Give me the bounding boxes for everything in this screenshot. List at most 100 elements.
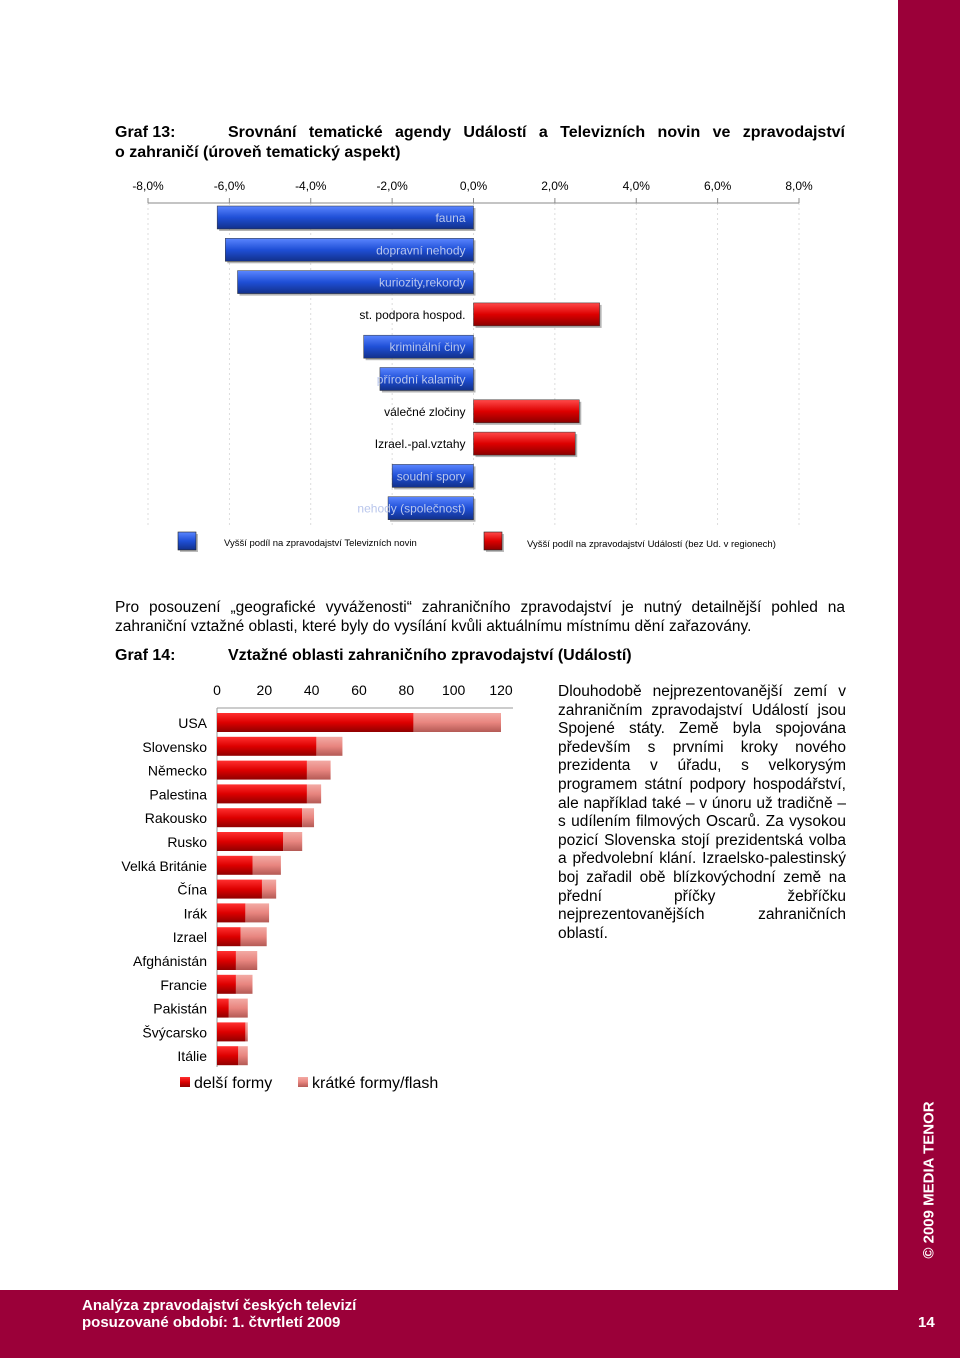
chart2-bar-segment <box>316 736 343 756</box>
chart2-bar-segment <box>217 736 317 756</box>
chart2-category-label: Čína <box>177 882 207 898</box>
chart2-category-label: Itálie <box>177 1048 207 1064</box>
chart2-tick-label: 100 <box>442 682 466 698</box>
chart2-bar-segment <box>240 927 267 947</box>
chart1-bar <box>473 399 580 424</box>
chart2-bar-segment <box>217 903 246 923</box>
chart2-category-label: Slovensko <box>142 739 207 755</box>
chart2-bar-segment <box>245 1022 248 1042</box>
chart2-bar-segment <box>306 760 331 780</box>
chart1-bar <box>225 238 474 262</box>
graf13-title-line2: o zahraničí (úroveň tematický aspekt) <box>115 144 401 161</box>
chart2-category-label: Rakousko <box>145 810 207 826</box>
chart1-category-label: dopravní nehody <box>376 243 465 257</box>
chart2-category-label: Velká Británie <box>121 858 207 874</box>
chart1-bar <box>473 302 600 327</box>
chart2-legend-swatch-short <box>298 1077 308 1087</box>
chart1-category-label: fauna <box>435 211 465 225</box>
chart2-tick-label: 60 <box>351 682 367 698</box>
page-number: 14 <box>918 1314 935 1331</box>
chart2-tick-label: 0 <box>213 682 221 698</box>
brand-sidebar <box>898 0 960 1290</box>
chart1-legend-swatch-blue <box>177 531 197 551</box>
chart1-bar <box>216 205 474 230</box>
graf14-label: Graf 14: <box>115 647 176 664</box>
chart2-bar-segment <box>228 998 248 1018</box>
chart2-legend-label-short: krátké formy/flash <box>312 1075 438 1092</box>
chart2-tick-label: 40 <box>304 682 320 698</box>
chart2-category-label: Palestina <box>149 786 207 802</box>
chart1-legend-label-tv: Vyšší podíl na zpravodajství Televizních… <box>224 538 417 549</box>
chart2-tick-label: 80 <box>399 682 415 698</box>
footer: Analýza zpravodajství českých televizí p… <box>0 1290 960 1358</box>
chart2-bar-segment <box>306 784 322 804</box>
chart1-category-label: nehody (společnost) <box>357 502 465 516</box>
chart2-bar-segment <box>217 974 236 994</box>
chart2-category-label: Švýcarsko <box>142 1024 207 1040</box>
chart2-category-label: Izrael <box>173 929 207 945</box>
chart1-bar <box>379 367 474 391</box>
graf14-title: Vztažné oblasti zahraničního zpravodajst… <box>228 647 632 664</box>
side-paragraph: Dlouhodobě nejprezentovanější zemí v zah… <box>558 683 846 942</box>
chart1-category-label: st. podpora hospod. <box>359 308 465 322</box>
chart2-bar-segment <box>217 879 262 899</box>
chart1-bar <box>363 334 474 359</box>
chart1-bar <box>387 496 474 520</box>
chart2-bar-segment <box>217 1022 246 1042</box>
chart2-bar-segment <box>217 808 303 828</box>
chart2-bar-segment <box>245 903 270 923</box>
chart1-category-label: kuriozity,rekordy <box>379 276 465 290</box>
chart1-tick-label: -6,0% <box>214 179 246 193</box>
chart2-legend-label-long: delší formy <box>194 1075 272 1092</box>
chart2-bar-segment <box>217 832 284 851</box>
chart2-category-label: USA <box>178 715 207 731</box>
chart1-tick-label: -2,0% <box>376 179 408 193</box>
chart2-legend-swatch-long <box>180 1077 190 1087</box>
chart1-bar <box>473 431 576 456</box>
chart2-tick-label: 20 <box>257 682 273 698</box>
chart2-bar-segment <box>217 951 236 970</box>
chart2-bar-segment <box>217 927 241 947</box>
chart1-tick-label: 6,0% <box>704 179 732 193</box>
chart1-legend-label-udalosti: Vyšší podíl na zpravodajství Událostí (b… <box>527 539 776 550</box>
chart1-legend-swatch-red <box>483 531 503 551</box>
chart1-category-label: válečné zločiny <box>384 405 465 419</box>
chart1-category-label: přírodní kalamity <box>377 373 466 387</box>
chart2-category-label: Pakistán <box>153 1001 207 1017</box>
chart1-tick-label: -8,0% <box>132 179 164 193</box>
chart-graf13: -8,0% -6,0% -4,0% -2,0% 0,0% 2,0% 4,0% 6,0% 8,0%… <box>132 179 813 552</box>
chart2-category-label: Německo <box>148 763 207 779</box>
chart1-bar <box>391 464 474 488</box>
chart1-tick-label: 0,0% <box>460 179 488 193</box>
footer-title: Analýza zpravodajství českých televizí <box>82 1297 357 1314</box>
copyright-vertical: © 2009 MEDIA TENOR <box>920 1101 938 1259</box>
chart2-bar-segment <box>413 713 501 732</box>
chart1-category-label: Izrael.-pal.vztahy <box>375 437 466 451</box>
chart2-bar-segment <box>302 808 315 828</box>
chart1-bar <box>237 270 474 294</box>
chart2-bar-segment <box>235 974 253 994</box>
chart1-tick-label: 4,0% <box>623 179 651 193</box>
graf13-label: Graf 13: <box>115 124 176 141</box>
chart2-bar-segment <box>217 855 253 875</box>
chart-graf14: 0 20 40 60 80 100 120 USA Slovensko Německo Palest… <box>121 682 513 1092</box>
chart1-tick-label: 2,0% <box>541 179 569 193</box>
chart2-bar-segment <box>217 760 307 780</box>
chart1-tick-label: 8,0% <box>785 179 813 193</box>
chart2-bar-segment <box>217 998 229 1018</box>
chart2-bar-segment <box>238 1046 248 1066</box>
chart2-category-label: Francie <box>160 977 207 993</box>
chart2-bar-segment <box>217 713 414 732</box>
chart2-bar-segment <box>217 784 307 804</box>
chart2-category-label: Rusko <box>167 834 207 850</box>
chart2-bar-segment <box>252 855 281 875</box>
chart2-category-label: Afghánistán <box>133 953 207 969</box>
graf13-title-line1: Srovnání tematické agendy Událostí a Tel… <box>228 124 845 141</box>
chart2-bar-segment <box>261 879 277 899</box>
footer-period: posuzované období: 1. čtvrtletí 2009 <box>82 1314 341 1331</box>
chart2-tick-label: 120 <box>489 682 513 698</box>
chart1-tick-label: -4,0% <box>295 179 327 193</box>
chart2-bar-segment <box>217 1046 239 1066</box>
chart1-category-label: kriminální činy <box>389 340 465 354</box>
chart2-category-label: Irák <box>184 905 208 921</box>
